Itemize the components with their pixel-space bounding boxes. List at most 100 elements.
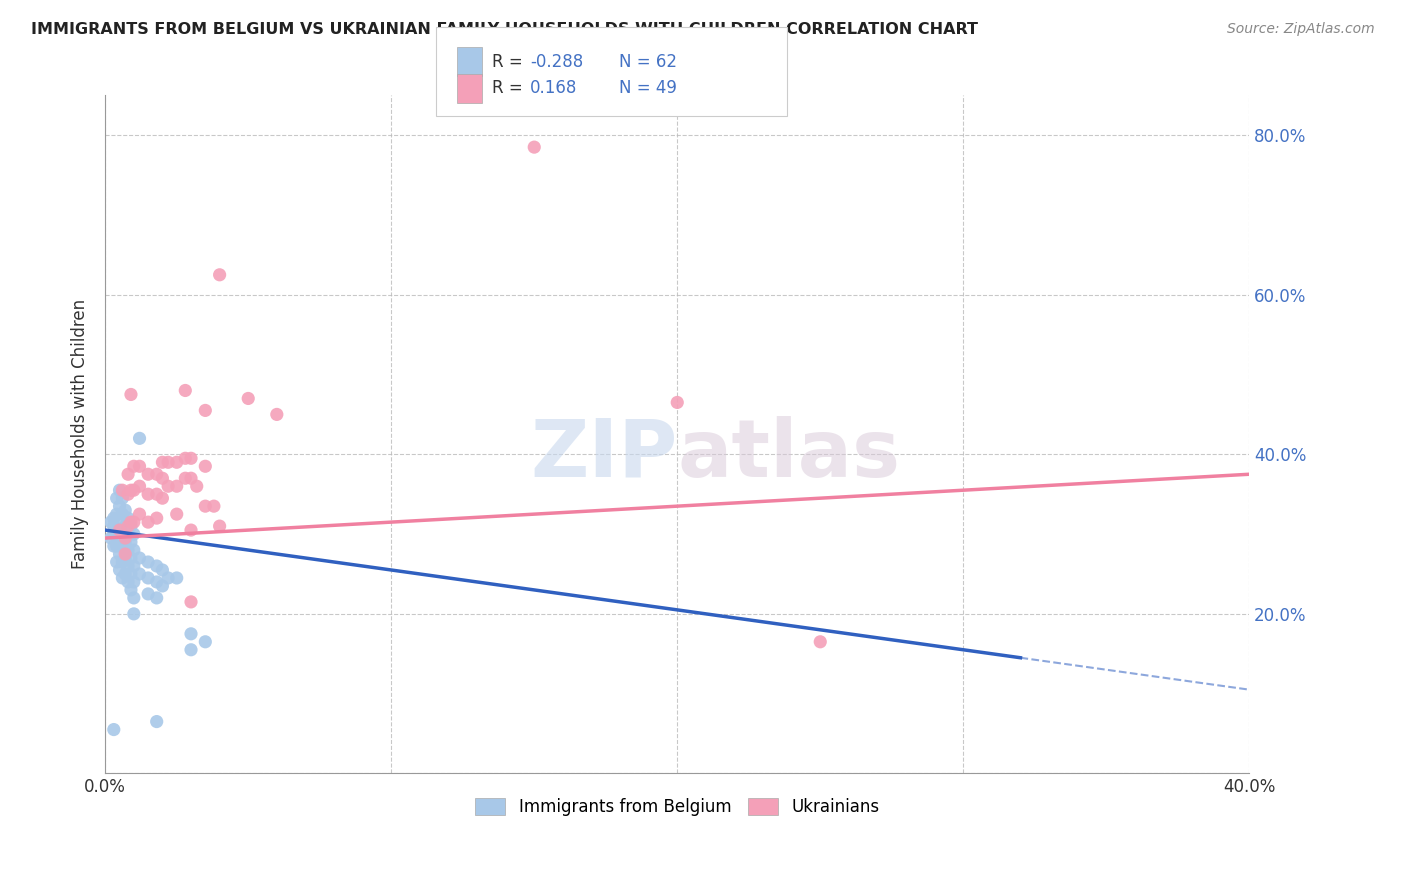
Point <box>808 634 831 648</box>
Point <box>120 483 142 498</box>
Point <box>117 467 139 482</box>
Point <box>194 634 217 648</box>
Point <box>136 487 159 501</box>
Point <box>108 483 131 498</box>
Point <box>180 471 202 485</box>
Point <box>103 527 125 541</box>
Text: N = 49: N = 49 <box>619 79 676 97</box>
Point <box>122 459 145 474</box>
Text: atlas: atlas <box>678 416 900 493</box>
Point <box>180 642 202 657</box>
Text: ZIP: ZIP <box>530 416 678 493</box>
Point <box>145 467 167 482</box>
Point <box>152 563 174 577</box>
Point <box>117 519 139 533</box>
Point <box>120 387 142 401</box>
Point <box>100 531 122 545</box>
Point <box>152 471 174 485</box>
Point <box>174 451 197 466</box>
Point <box>238 392 260 406</box>
Point <box>108 531 131 545</box>
Point <box>114 531 136 545</box>
Point <box>108 515 131 529</box>
Point <box>108 499 131 513</box>
Point <box>136 555 159 569</box>
Point <box>122 574 145 589</box>
Point <box>128 551 150 566</box>
Point <box>136 587 159 601</box>
Point <box>128 479 150 493</box>
Point <box>152 455 174 469</box>
Point <box>114 535 136 549</box>
Point <box>523 140 546 154</box>
Point <box>136 571 159 585</box>
Point <box>103 539 125 553</box>
Point <box>111 491 134 506</box>
Point <box>122 559 145 574</box>
Point <box>152 491 174 506</box>
Point <box>103 519 125 533</box>
Point <box>105 539 128 553</box>
Point <box>103 511 125 525</box>
Point <box>166 507 188 521</box>
Point <box>114 547 136 561</box>
Point <box>105 507 128 521</box>
Point <box>145 487 167 501</box>
Text: IMMIGRANTS FROM BELGIUM VS UKRAINIAN FAMILY HOUSEHOLDS WITH CHILDREN CORRELATION: IMMIGRANTS FROM BELGIUM VS UKRAINIAN FAM… <box>31 22 979 37</box>
Point <box>108 563 131 577</box>
Point <box>122 515 145 529</box>
Point <box>128 431 150 445</box>
Point <box>145 511 167 525</box>
Point <box>174 471 197 485</box>
Point <box>128 566 150 581</box>
Point <box>152 579 174 593</box>
Point <box>180 451 202 466</box>
Point <box>122 483 145 498</box>
Point <box>666 395 689 409</box>
Text: -0.288: -0.288 <box>530 53 583 70</box>
Point <box>120 551 142 566</box>
Point <box>117 487 139 501</box>
Point <box>136 467 159 482</box>
Point <box>180 627 202 641</box>
Point <box>266 408 288 422</box>
Point <box>122 591 145 605</box>
Point <box>145 714 167 729</box>
Point <box>157 479 180 493</box>
Point <box>128 507 150 521</box>
Text: 0.168: 0.168 <box>530 79 578 97</box>
Text: R =: R = <box>492 79 529 97</box>
Point <box>108 547 131 561</box>
Point <box>145 559 167 574</box>
Text: Source: ZipAtlas.com: Source: ZipAtlas.com <box>1227 22 1375 37</box>
Point <box>208 268 231 282</box>
Point <box>157 571 180 585</box>
Point <box>105 555 128 569</box>
Point <box>117 527 139 541</box>
Point <box>114 566 136 581</box>
Point <box>145 591 167 605</box>
Point <box>180 595 202 609</box>
Point <box>120 566 142 581</box>
Point <box>114 519 136 533</box>
Point <box>128 459 150 474</box>
Point <box>111 483 134 498</box>
Point <box>157 455 180 469</box>
Point <box>105 523 128 537</box>
Point <box>114 551 136 566</box>
Point <box>117 511 139 525</box>
Point <box>120 582 142 597</box>
Text: R =: R = <box>492 53 529 70</box>
Point <box>117 574 139 589</box>
Point <box>114 503 136 517</box>
Point <box>194 459 217 474</box>
Point <box>122 527 145 541</box>
Point <box>100 515 122 529</box>
Point <box>105 491 128 506</box>
Point <box>120 519 142 533</box>
Legend: Immigrants from Belgium, Ukrainians: Immigrants from Belgium, Ukrainians <box>468 791 886 822</box>
Point <box>208 519 231 533</box>
Point <box>194 403 217 417</box>
Point <box>103 723 125 737</box>
Point <box>111 555 134 569</box>
